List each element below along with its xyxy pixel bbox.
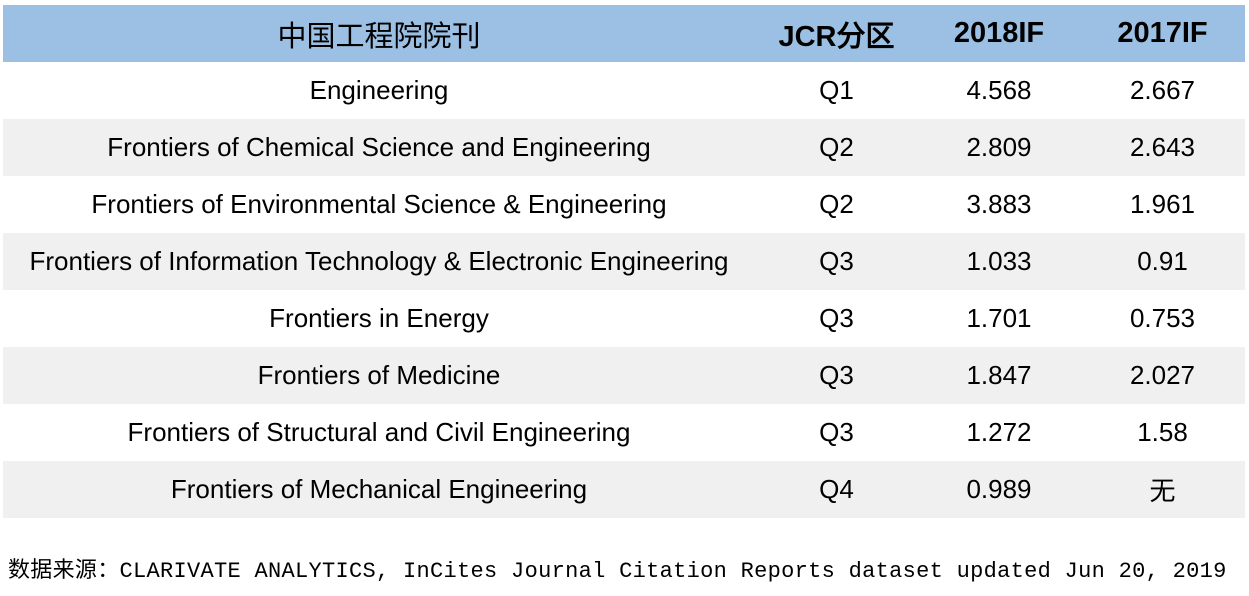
jcr-quartile-cell: Q2 [755,119,918,176]
data-source-note: 数据来源：CLARIVATE ANALYTICS, InCites Journa… [8,559,1227,584]
if-2018-cell: 1.272 [966,417,1032,447]
header-jcr-quartile: JCR分区 [755,5,918,62]
table-row: Frontiers of Mechanical Engineering Q4 0.9… [3,461,1245,518]
if-2018-cell: 4.568 [966,75,1032,105]
journal-name-cell: Frontiers of Environmental Science & Eng… [91,189,667,219]
if-2017-cell: 1.961 [1129,189,1196,219]
if-2018-cell: 1.701 [966,303,1032,333]
if-2017-cell: 无 [1080,461,1245,518]
if-2017-cell: 2.027 [1080,347,1245,404]
journal-impact-table: 中国工程院院刊 JCR分区 2018IF 2017IF Engineering Q… [3,5,1245,518]
if-2017-cell: 2.667 [1129,75,1196,105]
jcr-quartile-cell: Q4 [755,461,918,518]
if-2018-cell: 0.989 [918,461,1080,518]
if-2018-cell: 1.033 [918,233,1080,290]
if-2018-cell: 2.809 [918,119,1080,176]
header-2018if: 2018IF [918,5,1080,62]
if-2018-cell: 3.883 [966,189,1032,219]
if-2017-cell: 0.753 [1129,303,1196,333]
if-2017-cell: 2.643 [1080,119,1245,176]
jcr-quartile-cell: Q2 [819,189,854,219]
journal-name-cell: Frontiers of Chemical Science and Engine… [3,119,755,176]
table-row: Frontiers of Information Technology & El… [3,233,1245,290]
table-row: Frontiers of Medicine Q3 1.847 2.027 [3,347,1245,404]
header-2017if: 2017IF [1080,5,1245,62]
journal-name-cell: Frontiers of Mechanical Engineering [3,461,755,518]
table-row: Frontiers in Energy Q3 1.701 0.753 [3,290,1245,347]
journal-name-cell: Frontiers of Structural and Civil Engine… [127,417,631,447]
if-2017-cell: 0.91 [1080,233,1245,290]
journal-name-cell: Frontiers in Energy [269,303,489,333]
if-2017-cell: 1.58 [1137,417,1188,447]
jcr-quartile-cell: Q1 [819,75,854,105]
jcr-quartile-cell: Q3 [755,233,918,290]
jcr-quartile-cell: Q3 [755,347,918,404]
journal-name-cell: Frontiers of Information Technology & El… [3,233,755,290]
header-journal: 中国工程院院刊 [3,5,755,62]
table-row: Frontiers of Structural and Civil Engine… [3,404,1245,461]
header-row: 中国工程院院刊 JCR分区 2018IF 2017IF [3,5,1245,62]
table-row: Frontiers of Environmental Science & Eng… [3,176,1245,233]
journal-name-cell: Frontiers of Medicine [3,347,755,404]
journal-name-cell: Engineering [309,75,449,105]
jcr-quartile-cell: Q3 [819,303,854,333]
jcr-quartile-cell: Q3 [819,417,854,447]
if-2018-cell: 1.847 [918,347,1080,404]
table-row: Frontiers of Chemical Science and Engine… [3,119,1245,176]
table-row: Engineering Q1 4.568 2.667 [3,62,1245,119]
